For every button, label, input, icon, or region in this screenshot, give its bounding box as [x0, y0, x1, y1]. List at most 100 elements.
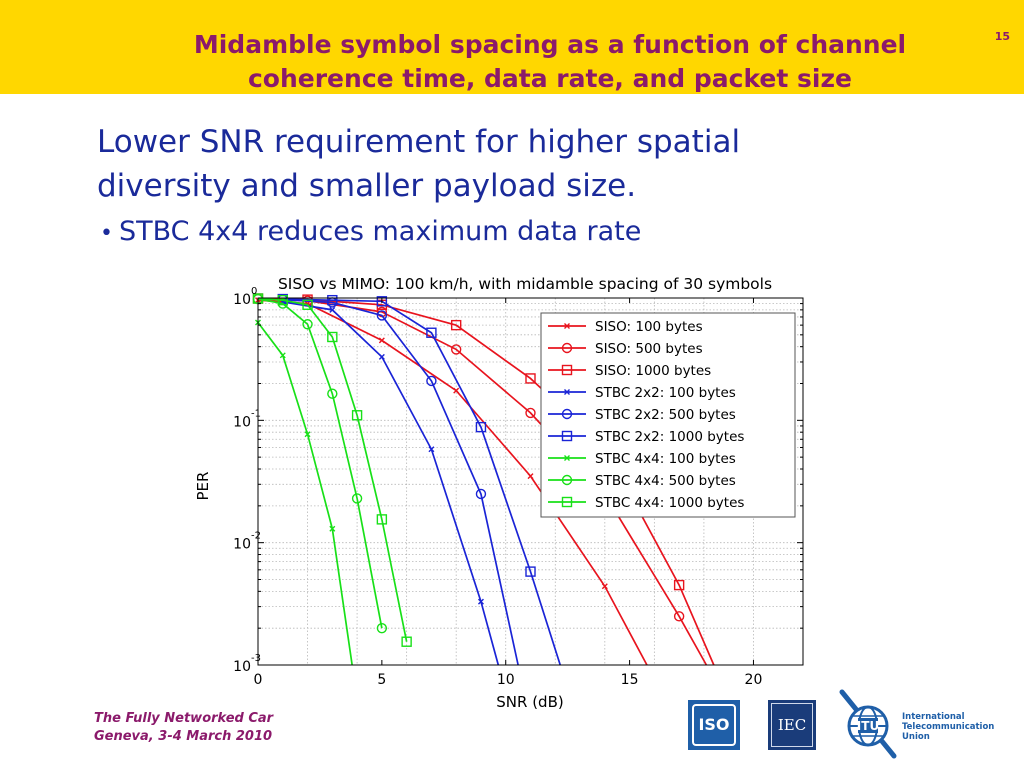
- legend-entry: STBC 2x2: 1000 bytes: [548, 429, 744, 445]
- itu-logo-text: International Telecommunication Union: [902, 712, 994, 742]
- data-point: [378, 337, 385, 344]
- data-point: [329, 525, 336, 532]
- legend-label: STBC 2x2: 100 bytes: [595, 385, 736, 401]
- data-point: [304, 431, 311, 438]
- y-tick-exponent: 0: [251, 286, 257, 297]
- x-tick-label: 15: [621, 672, 639, 688]
- bullet-item: • STBC 4x4 reduces maximum data rate: [100, 214, 641, 252]
- heading: Lower SNR requirement for higher spatial…: [97, 120, 937, 208]
- data-point: [475, 421, 487, 433]
- y-tick-label: 10: [233, 537, 251, 553]
- data-point: [302, 299, 313, 310]
- x-tick-label: 0: [254, 672, 263, 688]
- legend-entry: STBC 2x2: 100 bytes: [548, 385, 736, 401]
- series-line: [282, 301, 500, 666]
- legend-marker: [561, 342, 573, 354]
- footer-line-1: The Fully Networked Car: [94, 711, 274, 726]
- data-point: [428, 446, 435, 453]
- legend-entry: STBC 4x4: 100 bytes: [548, 451, 736, 467]
- legend-entry: SISO: 1000 bytes: [548, 363, 711, 379]
- legend-marker: [561, 364, 573, 376]
- data-point: [401, 636, 412, 647]
- legend-entry: SISO: 500 bytes: [548, 341, 703, 357]
- itu-globe-icon: ITU: [839, 689, 897, 759]
- legend-marker: [561, 474, 573, 486]
- series-6: [277, 293, 562, 666]
- series-group: [252, 293, 715, 666]
- legend-marker: [564, 323, 570, 329]
- slide-title-line-2: coherence time, data rate, and packet si…: [247, 64, 852, 93]
- legend-label: STBC 4x4: 100 bytes: [595, 451, 736, 467]
- series-line: [257, 298, 708, 666]
- data-point: [376, 514, 388, 525]
- legend-marker: [561, 408, 573, 420]
- data-point: [376, 622, 388, 634]
- data-point: [525, 373, 536, 384]
- data-point: [601, 583, 608, 590]
- y-tick-exponent: -3: [251, 653, 261, 664]
- y-tick-exponent: -2: [251, 531, 261, 542]
- x-tick-label: 10: [497, 672, 515, 688]
- series-line: [282, 298, 562, 666]
- legend-label: SISO: 1000 bytes: [595, 363, 711, 379]
- legend-marker: [561, 430, 573, 442]
- data-point: [525, 407, 536, 419]
- data-point: [376, 296, 388, 307]
- legend-entry: STBC 4x4: 500 bytes: [548, 473, 736, 489]
- legend-label: SISO: 500 bytes: [595, 341, 703, 357]
- legend-label: SISO: 100 bytes: [595, 319, 703, 335]
- slide-title-line-1: Midamble symbol spacing as a function of…: [193, 30, 907, 59]
- iec-logo-text: IEC: [771, 703, 813, 747]
- legend-label: STBC 4x4: 500 bytes: [595, 473, 736, 489]
- data-point: [351, 493, 363, 504]
- y-tick-exponent: -1: [251, 408, 261, 419]
- series-line: [282, 298, 519, 666]
- data-point: [351, 410, 363, 421]
- y-tick-label: 10: [233, 659, 251, 675]
- data-point: [302, 319, 313, 330]
- iso-logo-text: ISO: [692, 704, 736, 746]
- y-tick-label: 10: [233, 414, 251, 430]
- data-point: [475, 488, 487, 500]
- series-line: [257, 297, 408, 642]
- data-point: [279, 352, 286, 359]
- data-point: [673, 611, 685, 622]
- data-point: [450, 319, 462, 331]
- data-point: [477, 598, 484, 605]
- chart-title: SISO vs MIMO: 100 km/h, with midamble sp…: [278, 275, 772, 293]
- data-point: [277, 294, 288, 306]
- x-axis-label: SNR (dB): [496, 693, 563, 711]
- slide-number: 15: [994, 30, 1010, 43]
- data-point: [450, 344, 462, 355]
- legend-marker: [564, 455, 570, 461]
- data-point: [453, 387, 460, 394]
- data-point: [327, 294, 338, 306]
- bullet-dot-icon: •: [100, 221, 113, 246]
- legend-marker: [564, 389, 570, 395]
- plot-frame: [257, 297, 804, 666]
- data-point: [673, 579, 685, 591]
- svg-text:ITU: ITU: [857, 719, 879, 733]
- iso-logo: ISO: [688, 700, 740, 750]
- data-point: [378, 353, 385, 360]
- heading-line-1: Lower SNR requirement for higher spatial: [97, 124, 741, 160]
- x-tick-label: 5: [377, 672, 386, 688]
- legend: SISO: 100 bytes SISO: 500 bytes SISO: 1000…: [540, 312, 796, 518]
- data-point: [426, 327, 437, 338]
- itu-line-3: Union: [902, 732, 930, 742]
- y-tick-label: 10: [233, 292, 251, 308]
- slide-title: Midamble symbol spacing as a function of…: [120, 28, 980, 96]
- footer: The Fully Networked Car Geneva, 3-4 Marc…: [94, 710, 273, 746]
- itu-line-1: International: [902, 712, 965, 722]
- footer-line-2: Geneva, 3-4 March 2010: [94, 729, 273, 744]
- data-point: [329, 306, 336, 313]
- legend-label: STBC 2x2: 500 bytes: [595, 407, 736, 423]
- legend-entry: STBC 4x4: 1000 bytes: [548, 495, 744, 511]
- itu-line-2: Telecommunication: [902, 722, 995, 732]
- legend-label: STBC 2x2: 1000 bytes: [595, 429, 744, 445]
- iec-logo: IEC: [768, 700, 816, 750]
- legend-label: STBC 4x4: 1000 bytes: [595, 495, 744, 511]
- y-axis-label: PER: [194, 472, 212, 501]
